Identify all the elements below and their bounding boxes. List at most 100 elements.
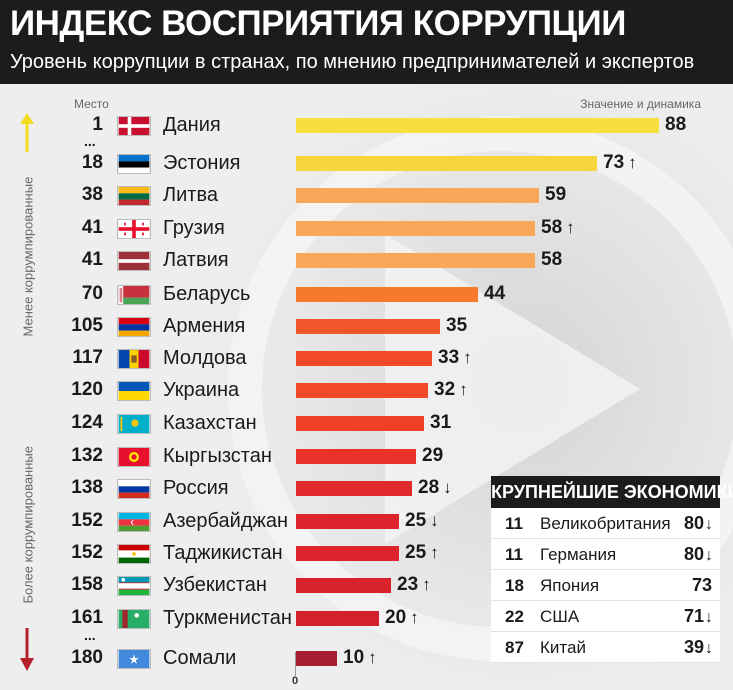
trend-icon: ↑ xyxy=(628,153,637,172)
value-number: 29 xyxy=(422,445,444,466)
somalia-flag-icon xyxy=(117,649,151,669)
denmark-flag-icon xyxy=(117,116,151,136)
value-label: 59 xyxy=(545,184,570,206)
value-label: 32 ↑ xyxy=(434,379,468,401)
value-label: 20 ↑ xyxy=(385,607,419,629)
economy-row: 22 США 71↓ xyxy=(491,601,720,632)
country-row: 158 Узбекистан 23 ↑ xyxy=(0,572,733,600)
country-rank: 1 xyxy=(92,114,103,135)
russia-flag-icon xyxy=(117,479,151,499)
value-bar xyxy=(296,514,399,529)
value-bar xyxy=(296,546,399,561)
value-number: 20 xyxy=(385,607,407,628)
country-row: 152 Азербайджан 25 ↓ xyxy=(0,508,733,536)
value-bar xyxy=(296,253,535,268)
value-number: 31 xyxy=(430,412,452,433)
value-bar xyxy=(296,287,478,302)
value-label: 25 ↑ xyxy=(405,542,439,564)
country-rank: 132 xyxy=(71,445,103,466)
country-rank: 38 xyxy=(81,184,103,205)
country-rank: 120 xyxy=(71,379,103,400)
country-row: 38 Литва 59 xyxy=(0,182,733,210)
country-name: Казахстан xyxy=(163,412,257,434)
value-number: 58 xyxy=(541,217,563,238)
economy-row: 87 Китай 39↓ xyxy=(491,632,720,663)
ukraine-flag-icon xyxy=(117,381,151,401)
value-label: 58 xyxy=(541,249,566,271)
economy-country: Япония xyxy=(540,576,600,595)
trend-icon: ↑ xyxy=(368,648,377,667)
turkmenistan-flag-icon xyxy=(117,609,151,629)
value-number: 28 xyxy=(418,477,440,498)
country-name: Таджикистан xyxy=(163,542,283,564)
trend-icon: ↓ xyxy=(443,478,452,497)
country-rank: 117 xyxy=(72,347,103,368)
trend-icon: ↓ xyxy=(705,609,713,626)
value-bar xyxy=(296,416,424,431)
country-row: 1 Дания 88 xyxy=(0,112,733,140)
economy-row: 18 Япония 73 xyxy=(491,570,720,601)
country-rank: 138 xyxy=(71,477,103,498)
value-number: 73 xyxy=(603,152,625,173)
value-number: 33 xyxy=(438,347,460,368)
country-row: 124 Казахстан 31 xyxy=(0,410,733,438)
country-name: Молдова xyxy=(163,347,247,369)
value-label: 44 xyxy=(484,283,509,305)
value-column-header: Значение и динамика xyxy=(580,97,701,111)
country-row: 180 Сомали 10 ↑ xyxy=(0,645,733,673)
economy-value: 39↓ xyxy=(684,637,713,658)
value-number: 44 xyxy=(484,283,506,304)
country-name: Россия xyxy=(163,477,229,499)
value-bar xyxy=(296,118,659,133)
kazakhstan-flag-icon xyxy=(117,414,151,434)
country-name: Сомали xyxy=(163,647,237,669)
value-label: 29 xyxy=(422,445,447,467)
trend-icon: ↑ xyxy=(430,543,439,562)
kyrgyzstan-flag-icon xyxy=(117,447,151,467)
header: ИНДЕКС ВОСПРИЯТИЯ КОРРУПЦИИ Уровень корр… xyxy=(0,0,733,84)
belarus-flag-icon xyxy=(117,285,151,305)
trend-icon: ↑ xyxy=(459,380,468,399)
country-name: Украина xyxy=(163,379,240,401)
country-name: Армения xyxy=(163,315,246,337)
economy-row: 11 Великобритания 80↓ xyxy=(491,508,720,539)
economy-value-number: 80 xyxy=(683,513,704,533)
economy-rank: 18 xyxy=(505,576,524,595)
trend-icon: ↑ xyxy=(463,348,472,367)
value-bar xyxy=(296,319,440,334)
country-name: Кыргызстан xyxy=(163,445,272,467)
country-name: Узбекистан xyxy=(163,574,267,596)
value-label: 10 ↑ xyxy=(343,647,377,669)
economy-country: США xyxy=(540,607,580,626)
lithuania-flag-icon xyxy=(117,186,151,206)
country-row: 117 Молдова 33 ↑ xyxy=(0,345,733,373)
country-row: 41 Латвия 58 xyxy=(0,247,733,275)
value-number: 10 xyxy=(343,647,365,668)
trend-icon: ↓ xyxy=(705,640,713,657)
latvia-flag-icon xyxy=(117,251,151,271)
economy-value-number: 80 xyxy=(683,544,704,564)
georgia-flag-icon xyxy=(117,219,151,239)
value-number: 59 xyxy=(545,184,567,205)
country-rank: 152 xyxy=(71,510,103,531)
armenia-flag-icon xyxy=(117,317,151,337)
country-row: 41 Грузия 58 ↑ xyxy=(0,215,733,243)
value-label: 23 ↑ xyxy=(397,574,431,596)
azerbaijan-flag-icon xyxy=(117,512,151,532)
economy-rank: 11 xyxy=(505,514,523,533)
economy-value: 80↓ xyxy=(684,513,713,534)
value-label: 31 xyxy=(430,412,455,434)
value-bar xyxy=(296,351,432,366)
value-label: 33 ↑ xyxy=(438,347,472,369)
country-row: 105 Армения 35 xyxy=(0,313,733,341)
value-number: 25 xyxy=(405,542,427,563)
value-bar xyxy=(296,383,428,398)
ellipsis-bottom: ... xyxy=(84,627,96,643)
value-number: 25 xyxy=(405,510,427,531)
ellipsis-top: ... xyxy=(84,133,96,149)
trend-icon: ↓ xyxy=(705,547,713,564)
value-label: 58 ↑ xyxy=(541,217,575,239)
economy-value-number: 39 xyxy=(683,637,704,657)
economy-rank: 22 xyxy=(505,607,524,626)
country-row: 152 Таджикистан 25 ↑ xyxy=(0,540,733,568)
